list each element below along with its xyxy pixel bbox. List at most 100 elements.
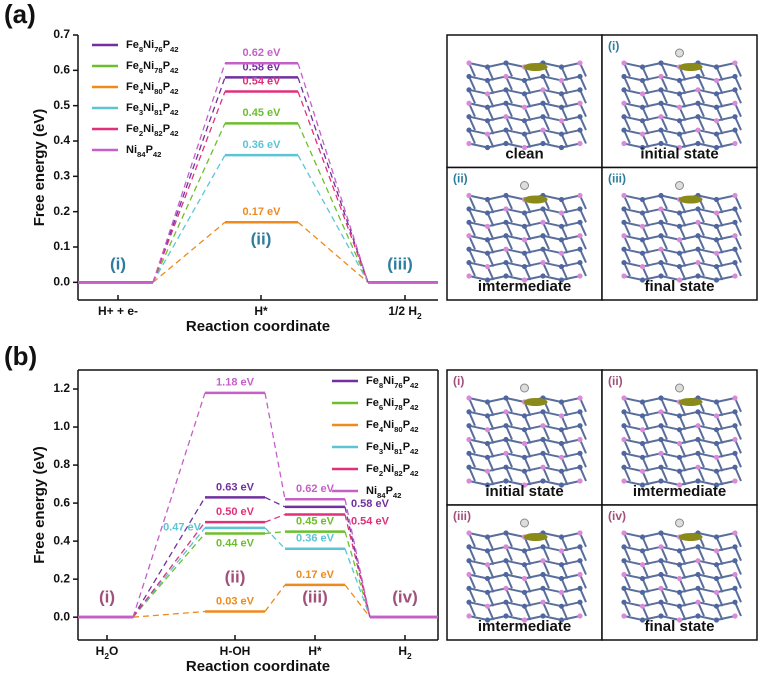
- atom: [503, 464, 509, 470]
- atom: [577, 127, 583, 133]
- atom: [713, 118, 720, 124]
- value-label: 0.17 eV: [296, 569, 335, 581]
- atom: [713, 575, 720, 582]
- atom: [540, 478, 546, 484]
- bond: [623, 88, 643, 95]
- connector: [152, 221, 226, 283]
- atom: [658, 544, 664, 550]
- atom: [558, 468, 565, 474]
- atom: [713, 263, 720, 270]
- connector: [344, 514, 371, 618]
- bond: [660, 532, 680, 538]
- atom: [639, 413, 646, 419]
- atom: [713, 454, 720, 460]
- bond: [623, 573, 643, 580]
- atom: [503, 558, 509, 564]
- bond: [505, 75, 525, 82]
- atom: [577, 544, 583, 550]
- atom: [521, 131, 528, 137]
- atom: [695, 478, 701, 484]
- bond: [542, 573, 562, 580]
- atom: [713, 91, 720, 97]
- atom: [695, 436, 701, 443]
- atom: [521, 104, 528, 110]
- atom: [621, 599, 627, 605]
- atom: [558, 196, 565, 203]
- atom: [676, 603, 683, 609]
- atom: [732, 571, 738, 578]
- atom: [540, 73, 546, 80]
- atom: [621, 233, 627, 239]
- atom: [695, 571, 701, 578]
- bond: [697, 532, 717, 538]
- atom: [484, 562, 491, 568]
- atom: [577, 464, 583, 470]
- bond: [542, 601, 562, 608]
- atom: [658, 114, 664, 120]
- x-tick-label: H2O: [96, 644, 119, 661]
- state-label: (iii): [387, 254, 413, 273]
- bond: [716, 275, 736, 281]
- bond: [542, 75, 562, 82]
- value-label: 0.50 eV: [216, 506, 255, 518]
- bond: [561, 545, 581, 552]
- atom: [466, 478, 472, 484]
- atom: [558, 91, 565, 97]
- bond: [505, 275, 525, 281]
- y-axis-title: Free energy (eV): [31, 446, 48, 564]
- atom: [621, 87, 627, 93]
- atom: [695, 100, 701, 106]
- bond: [561, 207, 581, 214]
- atom: [558, 144, 565, 151]
- connector: [264, 584, 286, 612]
- y-tick-label: 0.6: [53, 495, 70, 509]
- atom: [540, 127, 546, 133]
- bond: [487, 480, 507, 486]
- atom: [639, 64, 646, 70]
- bond: [697, 115, 717, 122]
- active-site: [523, 533, 548, 541]
- bond: [542, 261, 562, 268]
- bond: [524, 261, 544, 268]
- bond: [524, 615, 544, 621]
- bond: [561, 480, 581, 486]
- bond: [660, 438, 680, 445]
- bond: [660, 615, 680, 621]
- bond: [679, 234, 699, 241]
- y-tick-label: 0.6: [53, 63, 70, 77]
- bond: [542, 194, 562, 201]
- bond: [542, 248, 562, 255]
- bond: [542, 559, 562, 566]
- panel-caption: imtermediate: [478, 278, 571, 295]
- atom: [658, 436, 664, 443]
- atom: [503, 423, 509, 429]
- state-label: (i): [110, 254, 126, 273]
- bond: [642, 275, 662, 281]
- atom: [484, 118, 491, 124]
- atom: [658, 478, 664, 484]
- bond: [487, 466, 507, 473]
- atom: [558, 104, 565, 110]
- bond: [716, 452, 736, 459]
- panel-tag: (iii): [608, 172, 626, 186]
- bond: [623, 115, 643, 122]
- atom: [621, 436, 627, 443]
- bond: [468, 480, 488, 486]
- atom: [540, 599, 546, 605]
- atom: [658, 73, 664, 80]
- bond: [524, 102, 544, 109]
- bond: [642, 129, 662, 136]
- atom: [558, 64, 565, 70]
- bond: [697, 559, 717, 566]
- atom: [658, 60, 664, 66]
- bond: [524, 424, 544, 431]
- atom: [658, 558, 664, 564]
- chart: 0.0 0.2 0.4 0.6 0.8 1.0 1.2 H2O H-OH H* H2 Reaction…: [31, 369, 439, 675]
- panel-caption: final state: [644, 618, 714, 635]
- atom: [577, 100, 583, 106]
- legend-label: Fe6Ni78P42: [366, 397, 419, 412]
- connector: [132, 610, 206, 618]
- connector: [297, 91, 369, 283]
- bond: [468, 115, 488, 122]
- atom: [577, 219, 583, 225]
